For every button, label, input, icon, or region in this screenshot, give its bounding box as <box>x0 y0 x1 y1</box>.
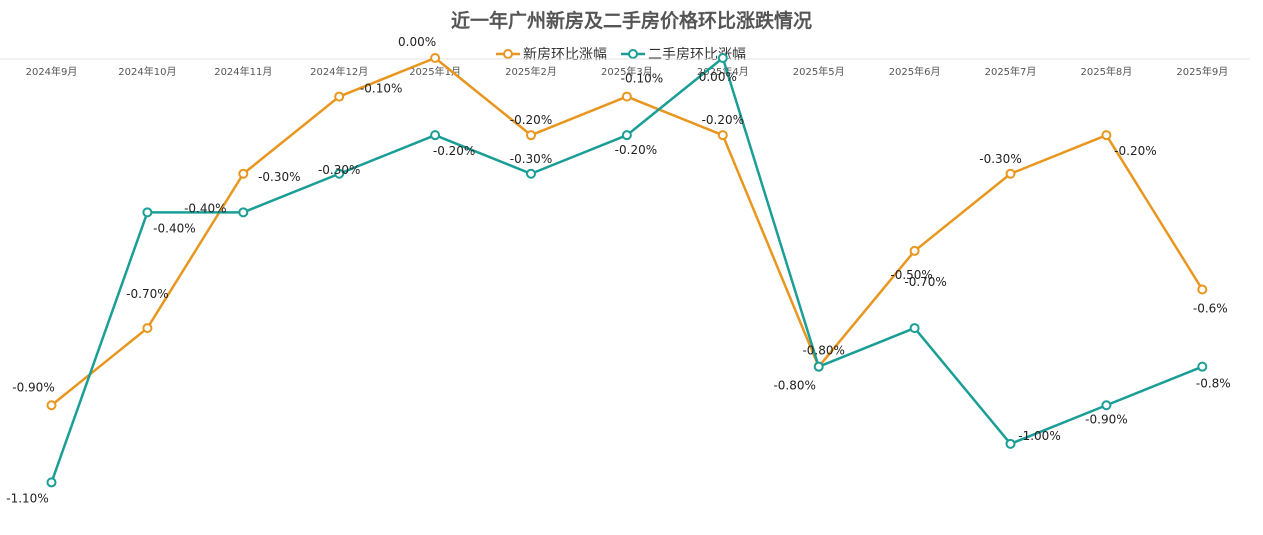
data-point-new-house <box>1005 168 1016 179</box>
data-label-second-hand: -0.30% <box>318 163 360 177</box>
data-point-new-house <box>526 130 536 141</box>
data-label-second-hand: -1.00% <box>1018 429 1060 443</box>
data-label-second-hand: -0.90% <box>1085 412 1127 426</box>
data-label-new-house: -0.90% <box>12 380 54 394</box>
x-tick-label: 2025年5月 <box>793 65 845 78</box>
data-point-second-hand <box>1005 438 1016 449</box>
data-point-second-hand <box>813 361 824 372</box>
data-label-new-house: 0.00% <box>398 35 436 49</box>
data-point-second-hand <box>238 207 249 218</box>
data-point-new-house <box>1197 284 1208 295</box>
data-point-second-hand <box>1197 361 1208 372</box>
x-tick-label: 2025年3月 <box>601 65 653 78</box>
data-label-second-hand: -0.70% <box>904 275 946 289</box>
data-label-new-house: -0.30% <box>979 152 1021 166</box>
x-tick-label: 2024年9月 <box>26 65 78 78</box>
data-point-second-hand <box>430 130 441 141</box>
x-tick-label: 2025年9月 <box>1176 65 1228 78</box>
x-tick-label: 2024年11月 <box>214 65 272 78</box>
data-point-second-hand <box>909 323 920 334</box>
x-tick-label: 2025年7月 <box>985 65 1037 78</box>
x-tick-label: 2025年8月 <box>1080 65 1132 78</box>
data-point-new-house <box>238 168 249 179</box>
data-label-new-house: -0.20% <box>510 113 552 127</box>
data-label-new-house: -0.10% <box>360 82 402 96</box>
data-point-new-house <box>909 245 920 256</box>
data-label-second-hand: -0.40% <box>153 221 195 235</box>
series-line-new-house <box>50 56 1204 407</box>
data-point-second-hand <box>717 53 728 63</box>
data-label-second-hand: -1.10% <box>6 491 48 505</box>
data-point-new-house <box>717 130 728 141</box>
data-point-new-house <box>1101 130 1112 141</box>
data-label-second-hand: -0.20% <box>615 143 657 157</box>
data-label-second-hand: -0.80% <box>773 379 815 393</box>
data-point-second-hand <box>1101 400 1112 411</box>
data-point-second-hand <box>334 168 345 179</box>
data-point-second-hand <box>621 130 632 141</box>
x-tick-label: 2024年12月 <box>310 65 368 78</box>
data-label-new-house: -0.20% <box>702 113 744 127</box>
data-point-new-house <box>334 91 345 102</box>
chart-title: 近一年广州新房及二手房价格环比涨跌情况 <box>450 10 812 32</box>
data-point-second-hand <box>142 207 153 218</box>
data-label-second-hand: -0.40% <box>184 201 226 215</box>
data-label-new-house: -0.80% <box>802 344 844 358</box>
data-label-second-hand: -0.30% <box>510 152 552 166</box>
data-point-second-hand <box>46 477 57 488</box>
data-point-new-house <box>142 323 153 334</box>
data-point-new-house <box>430 53 441 63</box>
data-label-second-hand: -0.20% <box>433 144 475 158</box>
data-label-new-house: -0.30% <box>258 170 300 184</box>
data-point-new-house <box>621 91 632 102</box>
data-label-new-house: -0.70% <box>126 287 168 301</box>
x-tick-label: 2025年6月 <box>889 65 941 78</box>
legend-swatch-second-hand <box>621 49 645 59</box>
data-label-new-house: -0.50% <box>890 268 932 282</box>
data-label-new-house: -0.10% <box>621 72 663 86</box>
data-label-second-hand: 0.00% <box>699 70 737 84</box>
data-label-second-hand: -0.8% <box>1196 377 1231 391</box>
series-line-second-hand <box>50 56 1203 483</box>
data-point-second-hand <box>526 168 536 179</box>
legend-swatch-new-house <box>496 49 520 59</box>
x-tick-label: 2024年10月 <box>118 65 176 78</box>
x-tick-label: 2025年2月 <box>505 65 557 78</box>
data-label-new-house: -0.6% <box>1193 302 1228 316</box>
data-label-new-house: -0.20% <box>1114 144 1156 158</box>
data-point-new-house <box>46 400 57 411</box>
